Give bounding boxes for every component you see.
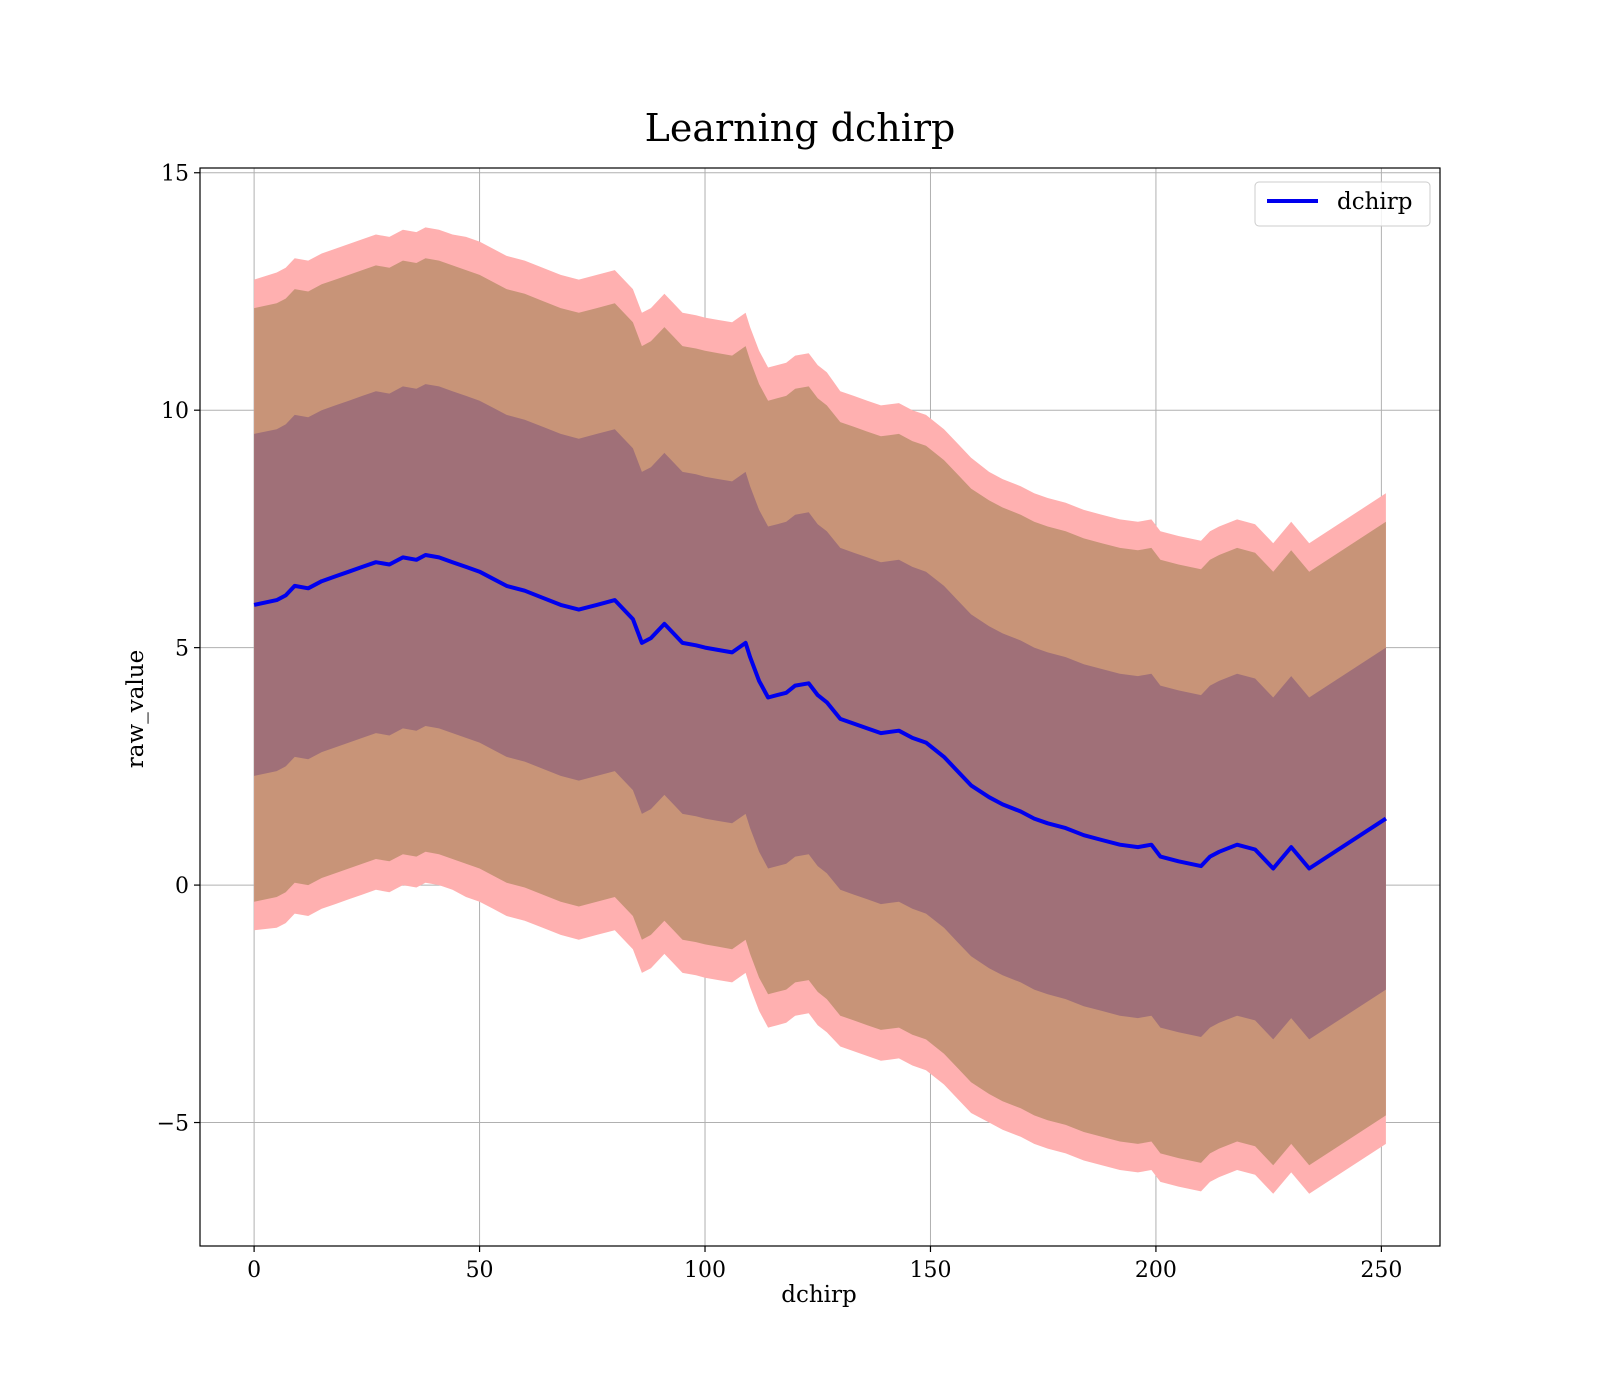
x-axis-ticks: 0 50 100 150 200 250 <box>247 1246 1402 1283</box>
series-lines <box>253 553 1387 871</box>
x-tick-label: 150 <box>909 1258 951 1283</box>
chart-title: Learning dchirp <box>645 106 956 150</box>
y-tick-label: 0 <box>175 874 189 899</box>
x-tick-label: 250 <box>1360 1258 1402 1283</box>
band-inner <box>254 384 1386 1040</box>
y-axis-title: raw_value <box>123 650 149 768</box>
y-tick-label: 5 <box>175 637 189 662</box>
x-tick-label: 50 <box>466 1258 494 1283</box>
y-tick-label: −5 <box>157 1112 189 1137</box>
legend-label-dchirp: dchirp <box>1337 189 1413 215</box>
series-line-dchirp <box>253 553 1387 871</box>
y-axis-ticks: −5 0 5 10 15 <box>157 162 200 1137</box>
plot-frame <box>199 167 1441 1247</box>
x-tick-label: 0 <box>247 1258 261 1283</box>
legend-box <box>1254 181 1431 227</box>
x-tick-label: 200 <box>1135 1258 1177 1283</box>
y-tick-label: 10 <box>161 399 189 424</box>
confidence-bands <box>254 227 1386 1194</box>
y-tick-label: 15 <box>161 162 189 187</box>
legend: dchirp <box>1254 181 1431 227</box>
x-axis-title: dchirp <box>781 1282 857 1308</box>
x-tick-label: 100 <box>684 1258 726 1283</box>
